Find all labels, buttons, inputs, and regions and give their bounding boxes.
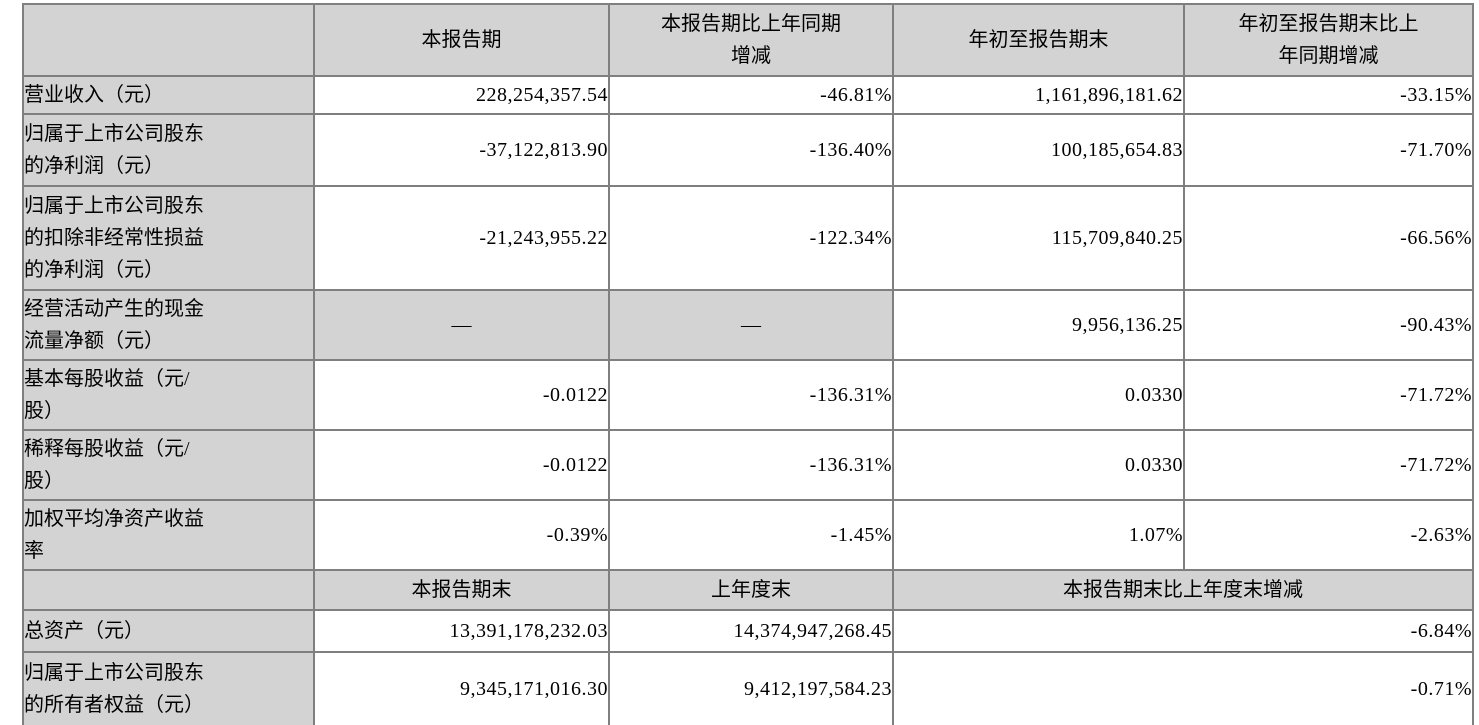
cell-ytd-yoy: -33.15% [1183,75,1474,115]
col-header-end-of-period: 本报告期末 [313,569,610,611]
cell-ytd: 100,185,654.83 [892,113,1185,187]
cell-current-period-yoy: -136.31% [608,359,894,431]
table-row-net-profit-excl-nonrecurring: 归属于上市公司股东 的扣除非经常性损益 的净利润（元） -21,243,955.… [22,185,1474,291]
row-label: 总资产（元） [22,609,315,653]
row-label: 稀释每股收益（元/ 股） [22,429,315,501]
cell-end-of-period: 13,391,178,232.03 [313,609,610,653]
cell-current-period-yoy: -1.45% [608,499,894,571]
table-row-basic-eps: 基本每股收益（元/ 股） -0.0122 -136.31% 0.0330 -71… [22,359,1474,431]
table-row-total-assets: 总资产（元） 13,391,178,232.03 14,374,947,268.… [22,609,1474,653]
cell-current-period: -21,243,955.22 [313,185,610,291]
corner-cell [22,569,315,611]
row-label: 经营活动产生的现金 流量净额（元） [22,289,315,361]
cell-ytd: 0.0330 [892,429,1185,501]
header-row: 本报告期 本报告期比上年同期 增减 年初至报告期末 年初至报告期末比上 年同期增… [22,3,1474,77]
col-header-ytd-yoy: 年初至报告期末比上 年同期增减 [1183,3,1474,77]
table-row-revenue: 营业收入（元） 228,254,357.54 -46.81% 1,161,896… [22,75,1474,115]
cell-change: -6.84% [892,609,1474,653]
col-header-current-period-yoy: 本报告期比上年同期 增减 [608,3,894,77]
row-label: 归属于上市公司股东 的所有者权益（元） [22,651,315,725]
table-row-equity: 归属于上市公司股东 的所有者权益（元） 9,345,171,016.30 9,4… [22,651,1474,725]
cell-end-of-prior-year: 9,412,197,584.23 [608,651,894,725]
cell-current-period-yoy: -46.81% [608,75,894,115]
cell-ytd-yoy: -71.72% [1183,429,1474,501]
cell-ytd: 1.07% [892,499,1185,571]
cell-ytd: 0.0330 [892,359,1185,431]
cell-current-period: -0.0122 [313,429,610,501]
table-row-net-profit: 归属于上市公司股东 的净利润（元） -37,122,813.90 -136.40… [22,113,1474,187]
cell-end-of-prior-year: 14,374,947,268.45 [608,609,894,653]
cell-current-period: 228,254,357.54 [313,75,610,115]
row-label: 加权平均净资产收益 率 [22,499,315,571]
col-header-ytd: 年初至报告期末 [892,3,1185,77]
cell-current-period: — [313,289,610,361]
cell-change: -0.71% [892,651,1474,725]
cell-end-of-period: 9,345,171,016.30 [313,651,610,725]
row-label: 归属于上市公司股东 的扣除非经常性损益 的净利润（元） [22,185,315,291]
col-header-end-of-prior-year: 上年度末 [608,569,894,611]
row-label: 基本每股收益（元/ 股） [22,359,315,431]
cell-current-period: -0.39% [313,499,610,571]
cell-ytd-yoy: -71.70% [1183,113,1474,187]
cell-current-period-yoy: -122.34% [608,185,894,291]
cell-current-period-yoy: -136.40% [608,113,894,187]
cell-current-period: -37,122,813.90 [313,113,610,187]
col-header-current-period: 本报告期 [313,3,610,77]
financial-summary-table: 本报告期 本报告期比上年同期 增减 年初至报告期末 年初至报告期末比上 年同期增… [22,3,1474,725]
table-row-operating-cash-flow: 经营活动产生的现金 流量净额（元） — — 9,956,136.25 -90.4… [22,289,1474,361]
cell-current-period-yoy: -136.31% [608,429,894,501]
cell-ytd-yoy: -71.72% [1183,359,1474,431]
cell-ytd-yoy: -90.43% [1183,289,1474,361]
col-header-period-vs-prior-year: 本报告期末比上年度末增减 [892,569,1474,611]
cell-current-period-yoy: — [608,289,894,361]
cell-ytd: 115,709,840.25 [892,185,1185,291]
row-label: 营业收入（元） [22,75,315,115]
cell-current-period: -0.0122 [313,359,610,431]
section2-header-row: 本报告期末 上年度末 本报告期末比上年度末增减 [22,569,1474,611]
cell-ytd-yoy: -66.56% [1183,185,1474,291]
corner-cell [22,3,315,77]
table-row-diluted-eps: 稀释每股收益（元/ 股） -0.0122 -136.31% 0.0330 -71… [22,429,1474,501]
cell-ytd: 1,161,896,181.62 [892,75,1185,115]
table-row-weighted-avg-roe: 加权平均净资产收益 率 -0.39% -1.45% 1.07% -2.63% [22,499,1474,571]
cell-ytd-yoy: -2.63% [1183,499,1474,571]
cell-ytd: 9,956,136.25 [892,289,1185,361]
row-label: 归属于上市公司股东 的净利润（元） [22,113,315,187]
